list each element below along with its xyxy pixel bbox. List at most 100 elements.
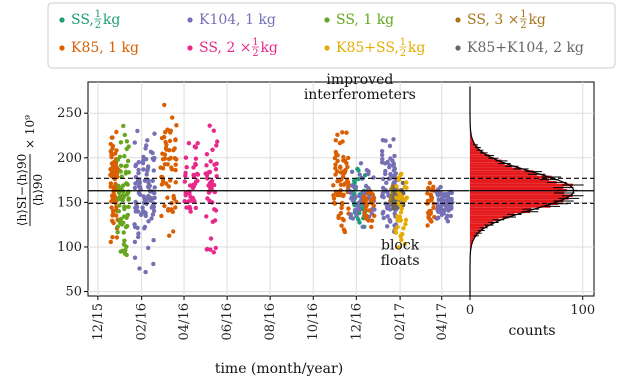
scatter-reference-lines <box>88 177 470 204</box>
histogram-bar <box>470 194 573 198</box>
scatter-point <box>193 145 198 150</box>
scatter-point <box>355 203 360 208</box>
scatter-point <box>385 214 390 219</box>
scatter-point <box>108 239 114 245</box>
legend-marker <box>59 17 65 23</box>
scatter-point <box>133 163 138 169</box>
scatter-point <box>208 236 214 241</box>
scatter-point <box>110 196 116 201</box>
scatter-point <box>387 143 393 149</box>
scatter-point <box>383 161 388 166</box>
scatter-point <box>158 165 163 170</box>
scatter-point <box>125 158 131 164</box>
scatter-point <box>121 123 126 129</box>
scatter-y-ticks: 50 100 150 200 250 <box>57 106 88 300</box>
scatter-point <box>122 132 128 138</box>
scatter-point <box>193 156 199 161</box>
scatter-point <box>392 153 397 159</box>
scatter-point <box>369 224 374 230</box>
legend-frac-den: 2 <box>252 48 258 59</box>
scatter-point <box>188 198 194 203</box>
scatter-point <box>173 162 178 167</box>
scatter-point <box>211 128 216 133</box>
scatter-point <box>182 179 187 184</box>
scatter-point <box>173 167 178 173</box>
scatter-point <box>369 218 375 223</box>
scatter-point <box>116 197 121 202</box>
legend-label-text: SS, 2 × <box>199 40 251 56</box>
scatter-point <box>141 154 146 160</box>
scatter-point <box>187 204 192 210</box>
scatter-point <box>125 223 130 229</box>
scatter-point <box>136 231 141 236</box>
scatter-point <box>214 143 219 148</box>
scatter-point <box>191 165 196 170</box>
histogram-bar <box>470 229 482 232</box>
legend-label-suffix: kg <box>260 40 277 56</box>
scatter-point <box>381 215 386 221</box>
scatter-point <box>162 203 167 209</box>
scatter-point <box>214 174 219 179</box>
scatter-point <box>111 220 116 226</box>
scatter-point <box>351 184 357 190</box>
scatter-point <box>379 194 385 199</box>
scatter-point <box>183 193 188 198</box>
y-tick-label: 250 <box>57 106 82 121</box>
histogram-bar <box>470 159 502 163</box>
legend-label: K85+SS, <box>336 40 399 56</box>
scatter-point <box>121 230 126 235</box>
scatter-point <box>340 216 345 222</box>
histogram-x-axis-title: counts <box>508 323 555 339</box>
scatter-point <box>353 194 358 200</box>
scatter-point <box>340 139 345 144</box>
scatter-point <box>117 203 122 208</box>
scatter-point <box>350 216 356 221</box>
scatter-point <box>115 224 121 229</box>
scatter-point <box>168 130 173 135</box>
legend-label-text: SS, 1 kg <box>336 12 394 28</box>
histogram-reference-lines <box>470 177 594 204</box>
scatter-point <box>147 189 153 194</box>
scatter-point <box>356 207 362 212</box>
scatter-point <box>363 207 368 212</box>
scatter-point <box>146 245 151 251</box>
histogram-bar <box>470 205 551 208</box>
legend-marker <box>324 45 330 51</box>
scatter-point <box>164 181 169 186</box>
scatter-point <box>448 213 453 219</box>
legend-item: SS, 1 kg <box>324 12 394 28</box>
annotation: interferometers <box>304 87 416 103</box>
scatter-point <box>108 149 114 154</box>
scatter-point <box>187 183 193 188</box>
scatter-point <box>371 175 376 180</box>
scatter-point <box>394 184 399 189</box>
scatter-point <box>370 192 375 197</box>
scatter-point <box>428 208 433 214</box>
histogram-bar <box>470 245 472 248</box>
scatter-point <box>126 197 131 202</box>
scatter-point <box>186 141 192 146</box>
scatter-point <box>193 205 198 211</box>
x-tick-label: 02/17 <box>393 303 408 340</box>
y-axis-title-scale: × 10⁹ <box>23 115 37 149</box>
scatter-point <box>444 216 449 221</box>
legend-item: SS, 12 kg <box>59 9 120 31</box>
scatter-point <box>354 212 359 217</box>
histogram-x-ticks: 0 100 <box>466 296 595 318</box>
scatter-point <box>364 168 370 173</box>
scatter-point <box>124 139 130 144</box>
histogram-bar <box>470 237 475 240</box>
scatter-point <box>205 196 210 201</box>
scatter-point <box>114 148 119 153</box>
scatter-point <box>191 172 196 178</box>
scatter-point <box>403 221 408 227</box>
scatter-point <box>396 245 401 250</box>
scatter-point <box>333 166 338 171</box>
scatter-point <box>341 154 346 160</box>
scatter-point <box>366 191 371 196</box>
scatter-point <box>152 185 157 190</box>
scatter-point <box>210 147 215 152</box>
scatter-point <box>122 154 127 159</box>
scatter-point <box>205 176 210 181</box>
scatter-point <box>387 217 392 223</box>
